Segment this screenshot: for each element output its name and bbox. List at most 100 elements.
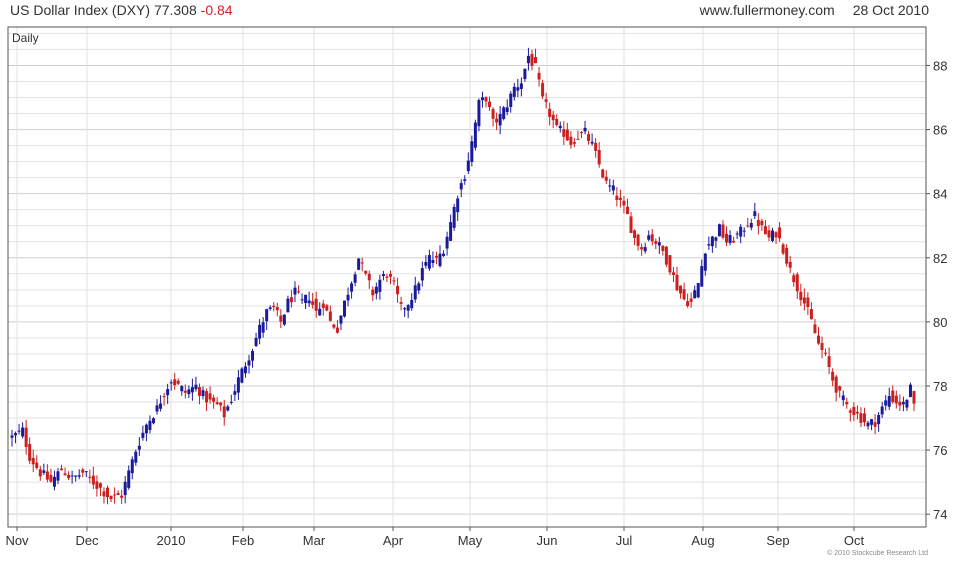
candle (413, 276, 417, 303)
candle (197, 383, 201, 405)
candle (707, 236, 711, 250)
candle (123, 475, 127, 504)
candle (477, 98, 481, 132)
candle-body (279, 315, 283, 322)
candle-body (272, 305, 276, 308)
candle (169, 379, 173, 391)
candle (615, 187, 619, 207)
candle (45, 464, 49, 483)
candle (870, 418, 874, 431)
candle-body (318, 308, 322, 316)
candle (682, 282, 686, 301)
candle-body (304, 294, 308, 304)
candle-body (427, 255, 431, 269)
candle-body (590, 141, 594, 144)
candle (254, 332, 258, 348)
candle-body (477, 100, 481, 127)
candle (686, 293, 690, 308)
candle (898, 394, 902, 412)
candle-body (866, 422, 870, 427)
candle (208, 386, 212, 404)
candle (473, 119, 477, 151)
candle (894, 390, 898, 409)
candle-body (664, 246, 668, 265)
candle (38, 465, 42, 481)
candle-body (346, 294, 350, 301)
candle (127, 465, 131, 490)
candle-body (739, 226, 743, 237)
candle-body (654, 241, 658, 244)
candle-body (144, 424, 148, 434)
candle (261, 317, 265, 338)
candle-body (77, 475, 81, 477)
candle-body (495, 118, 499, 123)
candle (749, 218, 753, 231)
candle (286, 295, 290, 313)
candle-body (707, 244, 711, 246)
candle-body (908, 384, 912, 398)
candle-body (247, 360, 251, 366)
candle-body (587, 134, 591, 141)
candle (410, 293, 414, 311)
candle-body (116, 493, 120, 495)
candle (116, 490, 120, 496)
candle-body (746, 225, 750, 227)
candle (91, 466, 95, 489)
candle (109, 495, 113, 503)
candle (328, 305, 332, 322)
candle-body (862, 413, 866, 423)
candle-body (360, 262, 364, 264)
candle-body (484, 97, 488, 102)
candle (873, 414, 877, 435)
candle (339, 315, 343, 330)
candle-body (562, 129, 566, 137)
candle-body (841, 395, 845, 401)
candle (714, 236, 718, 248)
candle-body (873, 422, 877, 427)
candle (81, 467, 85, 478)
candle-body (442, 253, 446, 256)
candle-body (417, 283, 421, 291)
candle-body (236, 377, 240, 393)
site-link[interactable]: www.fullermoney.com (699, 2, 835, 18)
candle-body (785, 247, 789, 264)
candle-body (838, 386, 842, 391)
candle-body (859, 413, 863, 423)
candle (594, 137, 598, 158)
candle-body (887, 395, 891, 407)
candle (427, 249, 431, 272)
candle-body (109, 495, 113, 500)
candle (240, 367, 244, 384)
candle-body (60, 468, 64, 471)
candle (84, 471, 88, 478)
candle-body (81, 469, 85, 473)
candle-body (197, 387, 201, 396)
candle-body (894, 395, 898, 404)
candle (159, 395, 163, 412)
candle-body (679, 285, 683, 294)
candle (611, 179, 615, 195)
candle-body (258, 324, 262, 339)
candle (827, 347, 831, 375)
candle (420, 261, 424, 287)
candle-body (668, 255, 672, 273)
candle-body (526, 55, 530, 64)
candle (555, 114, 559, 127)
candle (130, 456, 134, 480)
candle (399, 296, 403, 311)
candle (445, 231, 449, 256)
candle (183, 384, 187, 399)
candle (343, 300, 347, 318)
candle (144, 423, 148, 442)
candle (679, 285, 683, 299)
candle-body (498, 114, 502, 126)
candle (438, 245, 442, 268)
candle (675, 266, 679, 292)
candle-body (449, 222, 453, 241)
candle-body (636, 234, 640, 246)
candle-body (24, 427, 28, 447)
candle (512, 82, 516, 101)
candle-body (788, 261, 792, 268)
candle-body (56, 471, 60, 481)
candle-body (155, 405, 159, 412)
